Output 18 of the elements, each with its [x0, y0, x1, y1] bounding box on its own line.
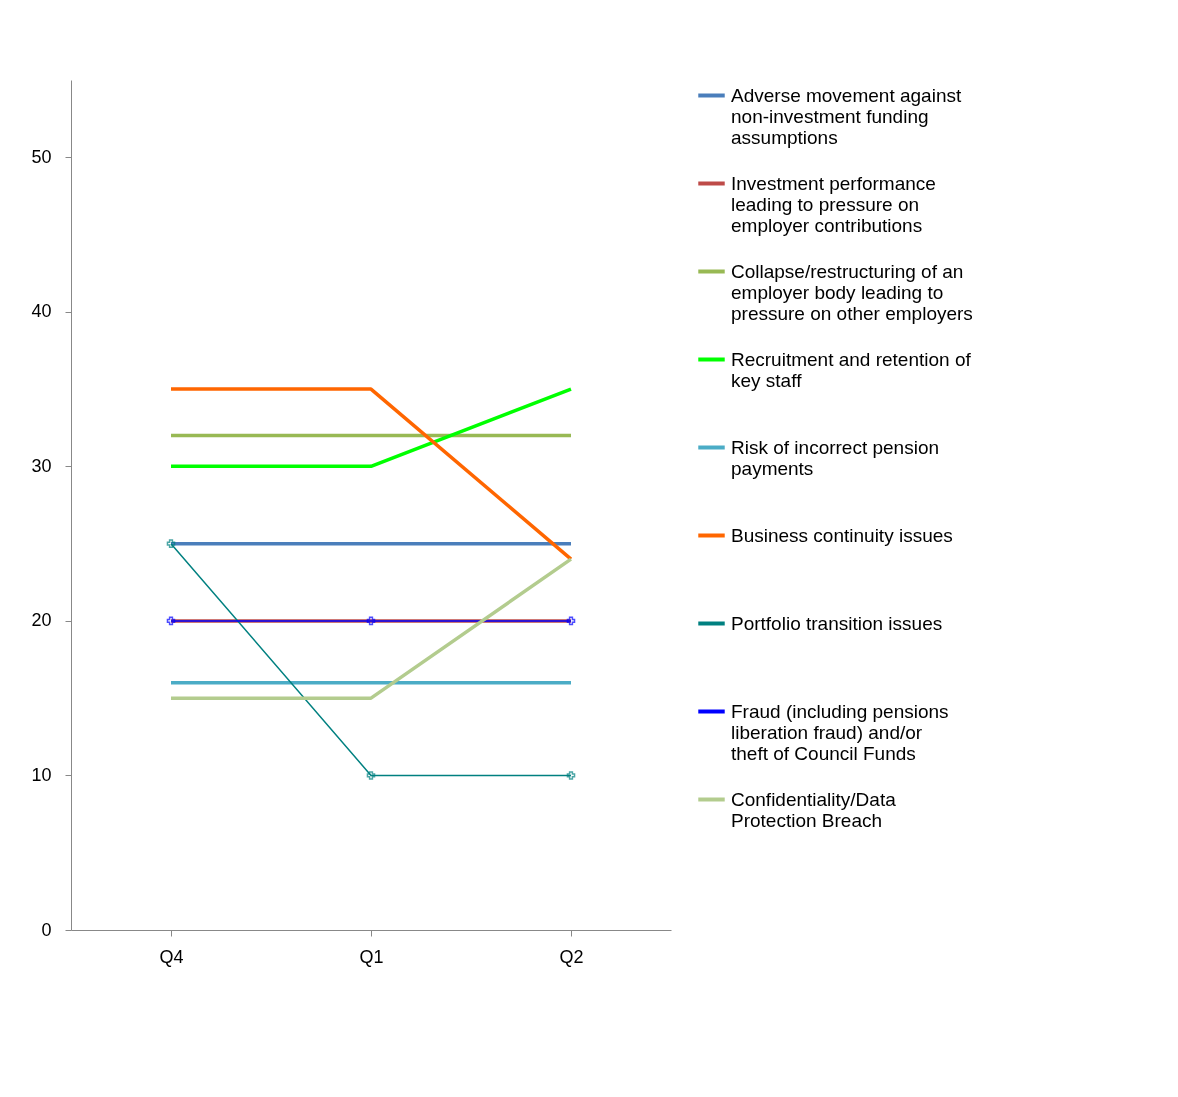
legend-label: Fraud (including pensions liberation fraud) and/or theft of Council Funds — [731, 700, 949, 764]
x-tick-label: Q4 — [159, 946, 184, 967]
legend-label: Adverse movement against non-investment funding assumptions — [731, 84, 962, 148]
y-tick-label: 0 — [41, 919, 52, 940]
x-tick-label: Q1 — [359, 946, 384, 967]
legend-label: Risk of incorrect pension payments — [731, 436, 940, 479]
x-tick-label: Q2 — [559, 946, 584, 967]
legend-label: Confidentiality/Data Protection Breach — [731, 788, 897, 831]
legend-label: Business continuity issues — [731, 524, 953, 546]
y-tick-label: 10 — [31, 764, 52, 785]
y-tick-label: 40 — [31, 301, 52, 322]
legend-label: Portfolio transition issues — [731, 612, 943, 634]
y-tick-label: 50 — [31, 146, 52, 167]
y-tick-label: 20 — [31, 610, 52, 631]
legend-label: Collapse/restructuring of an employer body leading to pressure on other employers — [731, 260, 973, 324]
legend-label: Investment performance leading to pressure on employer contributions — [731, 172, 936, 236]
legend-label: Recruitment and retention of key staff — [731, 348, 972, 391]
y-tick-label: 30 — [31, 455, 52, 476]
